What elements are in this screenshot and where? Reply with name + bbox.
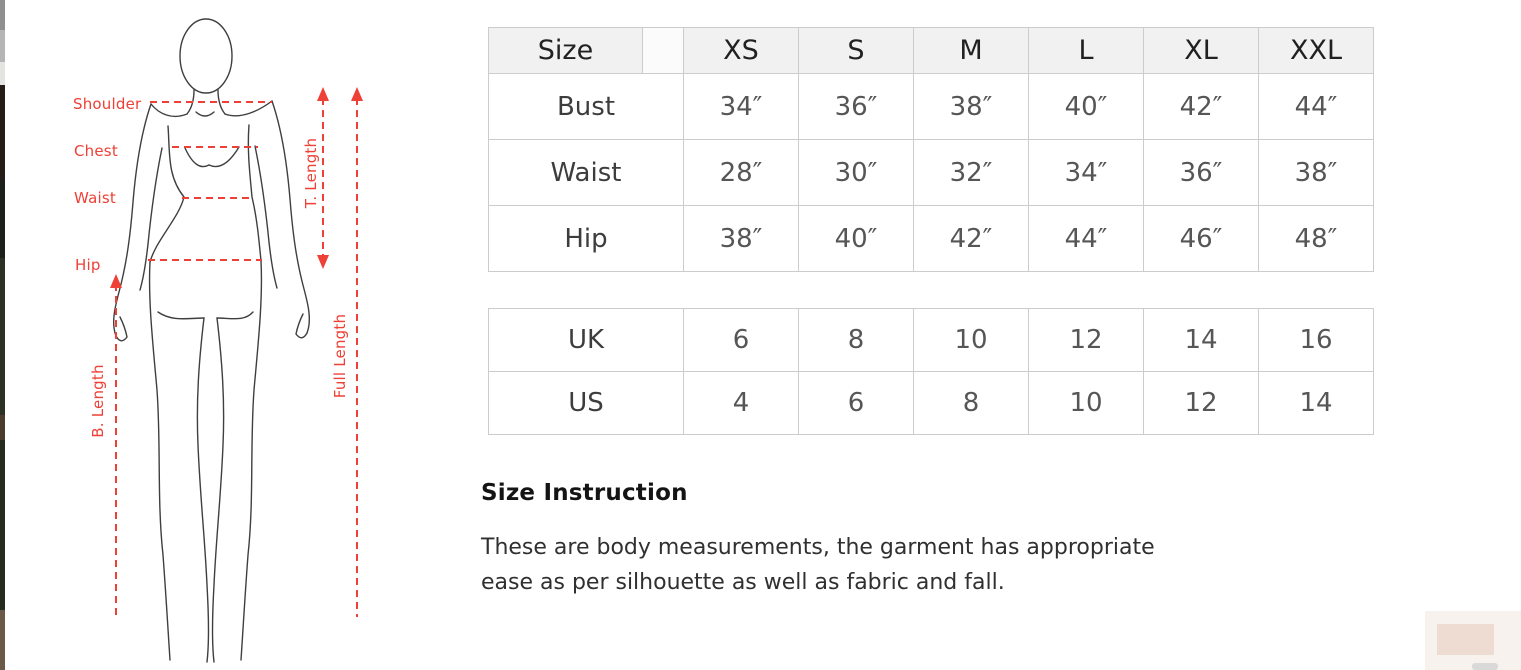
arrow-up-icon (110, 274, 122, 288)
table-cell: 16 (1258, 308, 1374, 372)
table-cell: 10 (913, 308, 1029, 372)
table-cell: 40″ (798, 205, 914, 272)
row-label-hip: Hip (488, 205, 684, 272)
table-cell: 8 (913, 371, 1029, 435)
table-cell: 44″ (1028, 205, 1144, 272)
table-cell: 38″ (913, 73, 1029, 140)
t-length-label: T. Length (302, 137, 320, 209)
edge-segment (0, 0, 5, 30)
edge-segment (0, 258, 5, 415)
arrow-down-icon (317, 255, 329, 269)
row-label-uk: UK (488, 308, 684, 372)
table-row-us: US 4 6 8 10 12 14 (488, 371, 1374, 435)
column-header-l: L (1028, 27, 1144, 74)
header-spacer-cell (642, 27, 684, 74)
table-cell: 6 (683, 308, 799, 372)
row-label-bust: Bust (488, 73, 684, 140)
background-peek-bar (1472, 663, 1498, 670)
table-row-bust: Bust 34″ 36″ 38″ 40″ 42″ 44″ (488, 73, 1374, 140)
figure-head (179, 18, 233, 94)
arrow-up-icon (351, 87, 363, 101)
hip-label: Hip (75, 256, 101, 274)
edge-segment (0, 440, 5, 610)
table-row-waist: Waist 28″ 30″ 32″ 34″ 36″ 38″ (488, 139, 1374, 206)
table-row-hip: Hip 38″ 40″ 42″ 44″ 46″ 48″ (488, 205, 1374, 272)
column-header-xxl: XXL (1258, 27, 1374, 74)
table-cell: 34″ (683, 73, 799, 140)
shoulder-label: Shoulder (73, 95, 142, 113)
b-length-label: B. Length (89, 364, 107, 438)
table-cell: 42″ (913, 205, 1029, 272)
table-cell: 6 (798, 371, 914, 435)
edge-segment (0, 30, 5, 62)
edge-segment (0, 610, 5, 670)
edge-segment (0, 415, 5, 440)
table-cell: 36″ (1143, 139, 1259, 206)
table-cell: 36″ (798, 73, 914, 140)
table-cell: 32″ (913, 139, 1029, 206)
table-cell: 4 (683, 371, 799, 435)
table-cell: 44″ (1258, 73, 1374, 140)
arrow-up-icon (317, 87, 329, 101)
table-cell: 14 (1143, 308, 1259, 372)
full-length-label: Full Length (331, 313, 349, 399)
size-instruction-section: Size Instruction These are body measurem… (481, 480, 1341, 600)
chest-label: Chest (74, 142, 118, 160)
edge-segment (0, 85, 5, 180)
column-header-size: Size (488, 27, 643, 74)
background-peek-box (1425, 611, 1521, 670)
table-cell: 12 (1028, 308, 1144, 372)
waist-label: Waist (74, 189, 116, 207)
table-cell: 12 (1143, 371, 1259, 435)
size-measurements-table: Size XS S M L XL XXL Bust 34″ 36″ 38″ 40… (488, 27, 1374, 272)
instruction-line: ease as per silhouette as well as fabric… (481, 570, 1005, 595)
column-header-s: S (798, 27, 914, 74)
table-header-row: Size XS S M L XL XXL (488, 27, 1374, 74)
edge-segment (0, 180, 5, 258)
size-conversion-table: UK 6 8 10 12 14 16 US 4 6 8 10 12 14 (488, 308, 1374, 435)
table-cell: 46″ (1143, 205, 1259, 272)
column-header-xl: XL (1143, 27, 1259, 74)
table-cell: 38″ (683, 205, 799, 272)
table-cell: 34″ (1028, 139, 1144, 206)
page-edge-strip (0, 0, 5, 670)
size-instruction-title: Size Instruction (481, 480, 688, 506)
edge-segment (0, 62, 5, 85)
body-outline-figure (110, 18, 363, 663)
row-label-us: US (488, 371, 684, 435)
body-outline (112, 18, 311, 663)
size-instruction-text: These are body measurements, the garment… (481, 530, 1341, 600)
table-cell: 42″ (1143, 73, 1259, 140)
row-label-waist: Waist (488, 139, 684, 206)
measurement-lines (115, 98, 358, 617)
column-header-xs: XS (683, 27, 799, 74)
table-row-uk: UK 6 8 10 12 14 16 (488, 308, 1374, 372)
table-cell: 28″ (683, 139, 799, 206)
instruction-line: These are body measurements, the garment… (481, 535, 1155, 560)
table-cell: 8 (798, 308, 914, 372)
measurement-arrows (110, 87, 363, 288)
table-cell: 38″ (1258, 139, 1374, 206)
measurement-figure: Shoulder Chest Waist Hip B. Length T. Le… (0, 0, 470, 670)
table-cell: 30″ (798, 139, 914, 206)
background-peek-inner (1437, 624, 1494, 655)
column-header-m: M (913, 27, 1029, 74)
table-cell: 14 (1258, 371, 1374, 435)
table-cell: 40″ (1028, 73, 1144, 140)
table-cell: 48″ (1258, 205, 1374, 272)
table-cell: 10 (1028, 371, 1144, 435)
